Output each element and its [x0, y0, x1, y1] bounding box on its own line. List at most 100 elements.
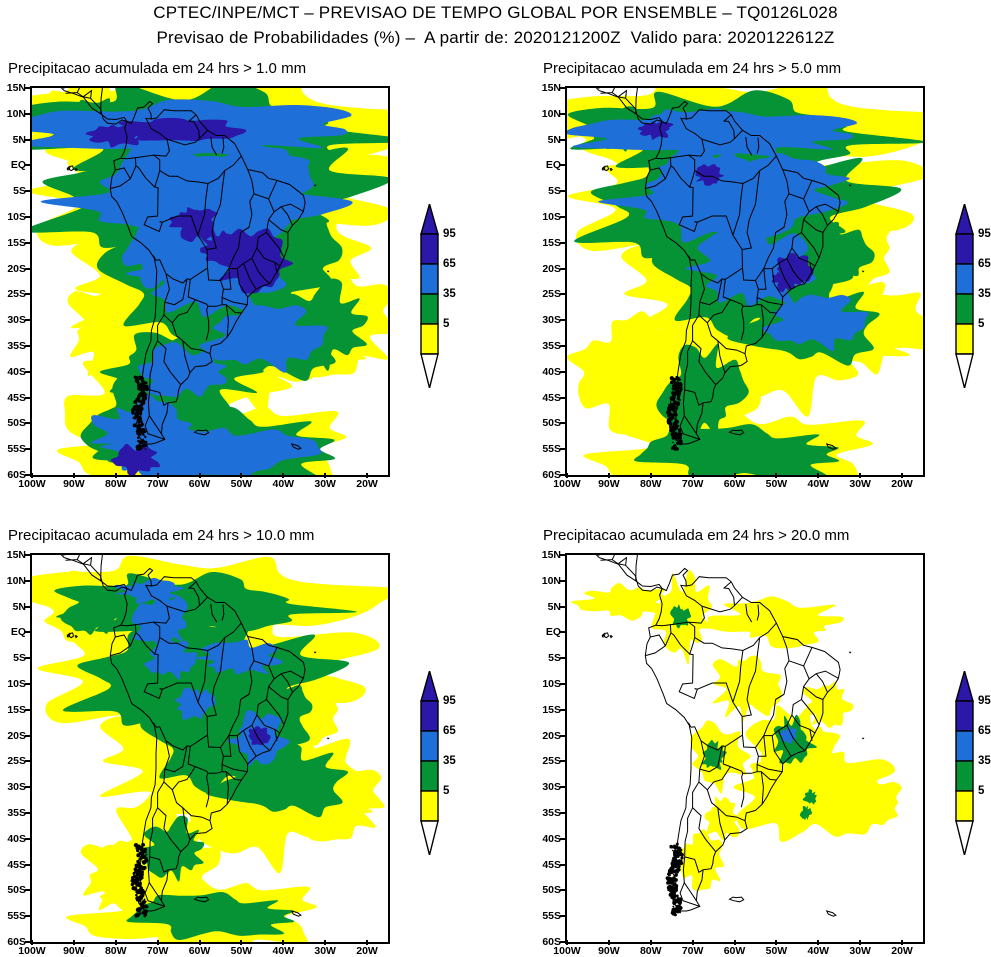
country-border — [251, 258, 271, 284]
y-tick-mark — [25, 915, 30, 918]
country-border — [268, 686, 289, 700]
x-tick-mark — [282, 940, 285, 945]
y-tick-label: 15S — [7, 236, 26, 249]
y-tick-mark — [560, 631, 565, 634]
island-outline — [313, 651, 317, 654]
plot-area-p3[interactable] — [30, 553, 390, 944]
terrain-speckle — [665, 842, 684, 917]
y-tick-mark — [560, 293, 565, 296]
x-tick-mark — [72, 940, 75, 945]
y-tick-label: 35S — [7, 807, 26, 819]
central-america-coastline — [64, 90, 128, 129]
country-border — [701, 114, 736, 146]
colorbar-tick-label: 95 — [443, 695, 456, 707]
colorbar-tick-label: 65 — [443, 725, 456, 737]
country-border — [745, 136, 753, 156]
y-tick-label: 10N — [6, 574, 26, 587]
island-outline — [290, 443, 302, 450]
x-tick-label: 70W — [681, 478, 704, 490]
country-border — [205, 304, 223, 341]
central-america-coastline — [63, 88, 103, 114]
country-border — [600, 555, 615, 561]
country-border — [771, 735, 784, 765]
plot-area-p1[interactable] — [30, 86, 390, 477]
y-tick-mark — [25, 370, 30, 373]
country-border — [268, 180, 278, 200]
country-border — [803, 686, 824, 700]
island-outline — [74, 634, 78, 639]
x-tick-mark — [859, 940, 862, 945]
y-tick-label: 55S — [542, 910, 561, 923]
y-tick-mark — [25, 734, 30, 737]
y-tick-mark — [25, 657, 30, 660]
y-tick-label: 5S — [548, 652, 561, 665]
y-tick-label: 30S — [542, 314, 561, 327]
country-border — [684, 389, 704, 407]
x-tick-label: 90W — [63, 945, 85, 957]
y-tick-mark — [25, 889, 30, 892]
island-outline — [326, 737, 330, 740]
country-border — [756, 764, 783, 773]
y-tick-label: 60S — [7, 936, 26, 948]
x-tick-mark — [566, 473, 568, 478]
y-tick-mark — [560, 889, 565, 892]
geography-overlay — [60, 555, 330, 917]
country-border — [144, 740, 170, 907]
y-tick-mark — [25, 112, 30, 115]
y-tick-label: 45S — [542, 391, 561, 404]
colorbar-tick-label: 5 — [978, 785, 985, 797]
y-tick-label: 60S — [542, 469, 561, 481]
x-tick-mark — [691, 473, 694, 478]
country-border — [732, 650, 744, 703]
country-border — [115, 634, 131, 647]
country-border — [757, 304, 764, 338]
x-tick-label: 50W — [765, 478, 788, 490]
y-tick-label: 20S — [7, 262, 26, 275]
plot-area-p4[interactable] — [565, 553, 925, 944]
plot-area-p2[interactable] — [565, 86, 925, 477]
panel-title-p4: Precipitacao acumulada em 24 hrs > 20.0 … — [543, 527, 850, 544]
country-border — [266, 232, 285, 259]
x-tick-mark — [114, 940, 117, 945]
country-border — [758, 268, 767, 290]
country-border — [240, 226, 250, 233]
country-border — [734, 596, 743, 606]
y-tick-label: 50S — [7, 417, 26, 430]
country-border — [221, 297, 248, 306]
colorbar-tick-label: 35 — [978, 288, 991, 300]
y-tick-label: EQ — [10, 159, 26, 172]
x-tick-label: 40W — [272, 945, 295, 957]
country-border — [274, 262, 278, 274]
country-border — [171, 766, 196, 791]
y-tick-label: 45S — [542, 858, 561, 871]
country-border — [809, 729, 813, 741]
country-border — [268, 219, 289, 233]
y-tick-label: 20S — [7, 729, 26, 742]
colorbar-tick-label: 5 — [443, 318, 450, 330]
country-border — [225, 304, 242, 314]
island-outline — [609, 167, 613, 172]
country-border — [155, 259, 208, 284]
x-tick-label: 20W — [891, 945, 913, 957]
colorbar-p1: 95 65 35 5 — [419, 201, 456, 393]
country-border — [680, 117, 705, 157]
country-border — [243, 263, 257, 290]
y-tick-label: 15N — [541, 549, 561, 561]
country-border — [786, 258, 806, 284]
y-tick-mark — [560, 812, 565, 814]
x-tick-mark — [72, 473, 75, 478]
country-border — [699, 745, 723, 773]
x-tick-label: 40W — [807, 478, 830, 490]
y-tick-mark — [560, 112, 565, 115]
geography-overlay — [60, 88, 330, 450]
x-tick-mark — [859, 473, 862, 478]
y-tick-mark — [25, 448, 30, 451]
country-border — [222, 304, 229, 338]
x-tick-label: 50W — [230, 478, 253, 490]
country-border — [803, 647, 813, 667]
contour-band-blue — [567, 108, 869, 352]
country-border — [273, 203, 304, 213]
country-border — [228, 193, 275, 270]
colorbar-swatches — [420, 668, 439, 856]
y-tick-label: 40S — [542, 365, 561, 378]
